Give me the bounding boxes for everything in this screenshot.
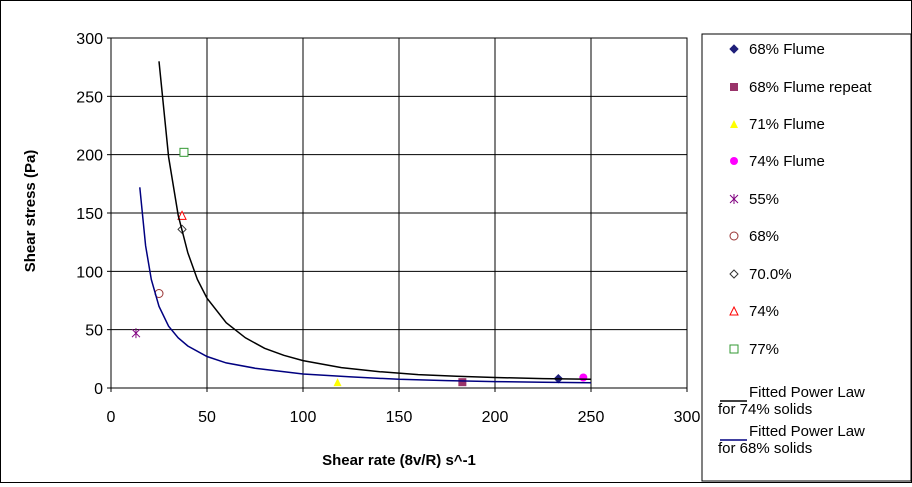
plot-area: 0 50 100 150 200 250 300 0 50 100 150 200 250 300 (76, 31, 700, 426)
legend-label: Fitted Power Law for 68% solids (718, 423, 865, 457)
x-tick-label: 200 (482, 409, 509, 426)
series-3 (579, 373, 588, 382)
legend-label-line: for 74% solids (718, 401, 812, 418)
y-tick-label: 100 (76, 264, 103, 281)
y-tick-label: 150 (76, 206, 103, 223)
y-tick-label: 300 (76, 31, 103, 48)
x-axis-title: Shear rate (8v/R) s^-1 (322, 452, 476, 469)
legend-marker (730, 83, 738, 91)
legend-label-line: Fitted Power Law (749, 384, 865, 401)
legend: 68% Flume 68% Flume repeat 71% Flume 74% Fl… (701, 33, 912, 482)
legend-marker (729, 194, 739, 204)
legend-marker (730, 120, 738, 128)
y-tick-label: 50 (85, 323, 103, 340)
legend-marker (729, 305, 739, 316)
series-7 (177, 210, 187, 220)
data-point (333, 378, 342, 387)
legend-label-line: Fitted Power Law (749, 423, 865, 440)
x-tick-label: 300 (674, 409, 701, 426)
legend-label: 71% Flume (749, 116, 825, 133)
legend-marker (729, 44, 739, 54)
legend-label: 55% (749, 191, 779, 208)
data-point (177, 210, 187, 220)
data-point (458, 378, 467, 387)
y-tick-label: 250 (76, 89, 103, 106)
data-point (179, 147, 189, 157)
legend-marker (730, 157, 738, 165)
legend-label: 74% (749, 303, 779, 320)
series-2 (333, 378, 342, 387)
legend-label: 68% Flume repeat (749, 79, 872, 96)
legend-label: 68% (749, 228, 779, 245)
legend-label-line: for 68% solids (718, 440, 812, 457)
fitted-curve-line (158, 61, 592, 381)
legend-box (701, 33, 912, 482)
y-axis-title: Shear stress (Pa) (22, 150, 39, 273)
fitted-curve-line (139, 187, 592, 384)
x-tick-label: 100 (290, 409, 317, 426)
series-9 (158, 61, 592, 381)
legend-marker (729, 344, 739, 354)
x-tick-label: 150 (386, 409, 413, 426)
legend-marker (729, 269, 739, 279)
series-10 (139, 187, 592, 384)
data-point (131, 328, 141, 339)
legend-label: 74% Flume (749, 153, 825, 170)
y-tick-label: 0 (94, 381, 103, 398)
y-tick-label: 200 (76, 148, 103, 165)
series-4 (131, 328, 141, 339)
x-tick-label: 250 (578, 409, 605, 426)
legend-marker (729, 231, 739, 241)
legend-label: 70.0% (749, 266, 792, 283)
x-tick-label: 0 (107, 409, 116, 426)
series-8 (179, 147, 189, 157)
data-point (579, 373, 588, 382)
series-1 (458, 378, 467, 387)
x-tick-label: 50 (198, 409, 216, 426)
legend-label: 77% (749, 341, 779, 358)
legend-label: 68% Flume (749, 41, 825, 58)
legend-label: Fitted Power Law for 74% solids (718, 384, 865, 418)
